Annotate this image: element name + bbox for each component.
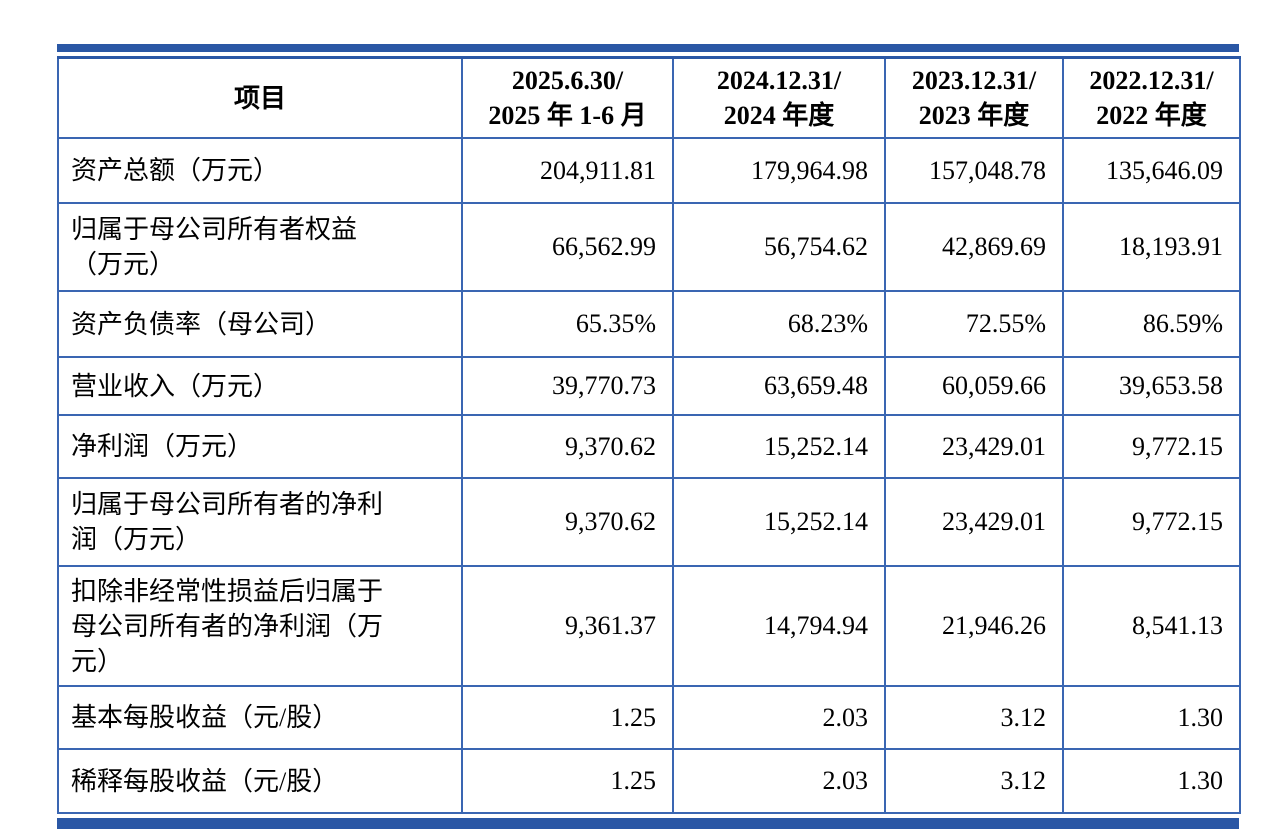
column-header-period-2024: 2024.12.31/ 2024 年度: [672, 56, 886, 139]
value-cell: 39,770.73: [461, 356, 674, 416]
value-cell: 65.35%: [461, 290, 674, 358]
row-label-cell: 净利润（万元）: [57, 414, 463, 479]
row-label-cell: 扣除非经常性损益后归属于 母公司所有者的净利润（万 元）: [57, 565, 463, 687]
value-cell: 42,869.69: [884, 202, 1064, 292]
value-cell: 68.23%: [672, 290, 886, 358]
table-row-diluted-eps: 稀释每股收益（元/股） 1.25 2.03 3.12 1.30: [57, 748, 1241, 814]
value-cell: 9,772.15: [1062, 477, 1241, 567]
value-cell: 9,772.15: [1062, 414, 1241, 479]
value-cell: 1.25: [461, 748, 674, 814]
table-header-row: 项目 2025.6.30/ 2025 年 1-6 月 2024.12.31/ 2…: [57, 56, 1241, 139]
table-row-debt-ratio: 资产负债率（母公司） 65.35% 68.23% 72.55% 86.59%: [57, 290, 1241, 358]
row-label-cell: 资产总额（万元）: [57, 137, 463, 204]
column-header-item: 项目: [57, 56, 463, 139]
value-cell: 23,429.01: [884, 477, 1064, 567]
row-label-cell: 归属于母公司所有者权益 （万元）: [57, 202, 463, 292]
value-cell: 9,370.62: [461, 414, 674, 479]
table-row-net-profit: 净利润（万元） 9,370.62 15,252.14 23,429.01 9,7…: [57, 414, 1241, 479]
value-cell: 135,646.09: [1062, 137, 1241, 204]
value-cell: 86.59%: [1062, 290, 1241, 358]
value-cell: 3.12: [884, 748, 1064, 814]
value-cell: 23,429.01: [884, 414, 1064, 479]
value-cell: 63,659.48: [672, 356, 886, 416]
table-row-parent-net-profit: 归属于母公司所有者的净利 润（万元） 9,370.62 15,252.14 23…: [57, 477, 1241, 567]
value-cell: 2.03: [672, 748, 886, 814]
value-cell: 14,794.94: [672, 565, 886, 687]
column-header-period-2023: 2023.12.31/ 2023 年度: [884, 56, 1064, 139]
value-cell: 15,252.14: [672, 477, 886, 567]
value-cell: 21,946.26: [884, 565, 1064, 687]
value-cell: 1.30: [1062, 685, 1241, 750]
table-row-deducted-net-profit: 扣除非经常性损益后归属于 母公司所有者的净利润（万 元） 9,361.37 14…: [57, 565, 1241, 687]
value-cell: 3.12: [884, 685, 1064, 750]
table-row-total-assets: 资产总额（万元） 204,911.81 179,964.98 157,048.7…: [57, 137, 1241, 204]
value-cell: 9,361.37: [461, 565, 674, 687]
value-cell: 157,048.78: [884, 137, 1064, 204]
value-cell: 18,193.91: [1062, 202, 1241, 292]
value-cell: 2.03: [672, 685, 886, 750]
value-cell: 15,252.14: [672, 414, 886, 479]
value-cell: 72.55%: [884, 290, 1064, 358]
value-cell: 179,964.98: [672, 137, 886, 204]
column-header-period-2022: 2022.12.31/ 2022 年度: [1062, 56, 1241, 139]
row-label-cell: 营业收入（万元）: [57, 356, 463, 416]
column-header-period-2025: 2025.6.30/ 2025 年 1-6 月: [461, 56, 674, 139]
value-cell: 56,754.62: [672, 202, 886, 292]
value-cell: 39,653.58: [1062, 356, 1241, 416]
value-cell: 66,562.99: [461, 202, 674, 292]
value-cell: 8,541.13: [1062, 565, 1241, 687]
row-label-cell: 资产负债率（母公司）: [57, 290, 463, 358]
row-label-cell: 归属于母公司所有者的净利 润（万元）: [57, 477, 463, 567]
value-cell: 1.25: [461, 685, 674, 750]
row-label-cell: 基本每股收益（元/股）: [57, 685, 463, 750]
financial-summary-table: 项目 2025.6.30/ 2025 年 1-6 月 2024.12.31/ 2…: [57, 56, 1241, 814]
bottom-rule: [57, 818, 1239, 829]
table-row-basic-eps: 基本每股收益（元/股） 1.25 2.03 3.12 1.30: [57, 685, 1241, 750]
financial-summary-section: 项目 2025.6.30/ 2025 年 1-6 月 2024.12.31/ 2…: [57, 44, 1241, 829]
table-row-operating-revenue: 营业收入（万元） 39,770.73 63,659.48 60,059.66 3…: [57, 356, 1241, 416]
row-label-cell: 稀释每股收益（元/股）: [57, 748, 463, 814]
value-cell: 60,059.66: [884, 356, 1064, 416]
table-row-parent-equity: 归属于母公司所有者权益 （万元） 66,562.99 56,754.62 42,…: [57, 202, 1241, 292]
value-cell: 204,911.81: [461, 137, 674, 204]
value-cell: 1.30: [1062, 748, 1241, 814]
value-cell: 9,370.62: [461, 477, 674, 567]
top-rule: [57, 44, 1239, 52]
